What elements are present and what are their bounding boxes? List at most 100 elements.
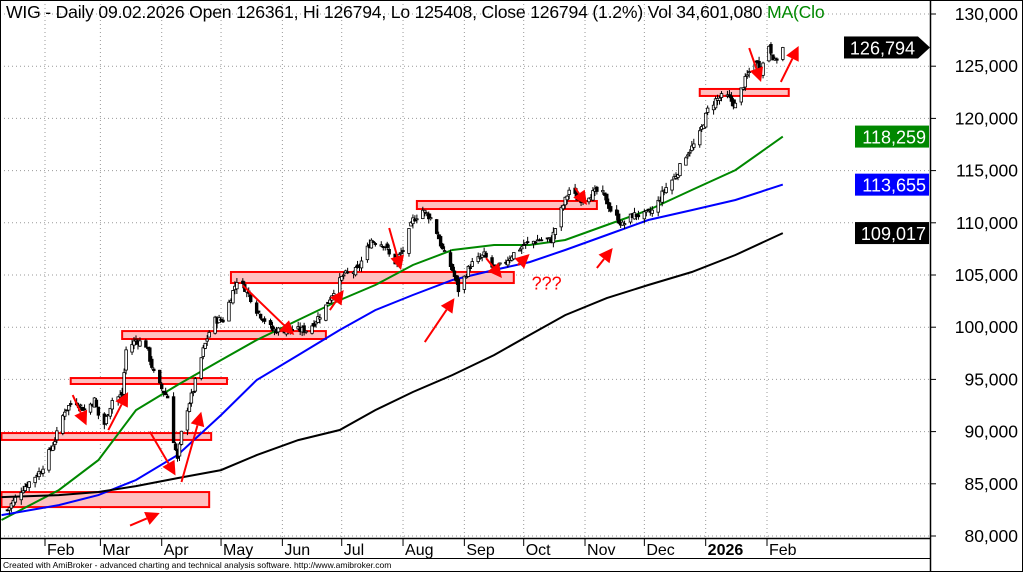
candles bbox=[5, 42, 785, 515]
candle bbox=[466, 266, 471, 277]
last-price-badge: 126,794 bbox=[850, 38, 915, 58]
candle bbox=[345, 271, 350, 274]
candle bbox=[110, 400, 114, 410]
candle bbox=[150, 358, 154, 368]
candle bbox=[328, 299, 332, 304]
candle bbox=[442, 250, 447, 252]
arrow-head bbox=[144, 512, 160, 525]
candle bbox=[144, 340, 148, 348]
candle bbox=[88, 403, 93, 413]
support-zone bbox=[415, 199, 598, 211]
quote-summary: WIG - Daily 09.02.2026 Open 126361, Hi 1… bbox=[6, 2, 763, 22]
candle bbox=[270, 325, 275, 331]
candle bbox=[427, 213, 431, 220]
arrow-head bbox=[74, 409, 88, 426]
candle bbox=[498, 262, 502, 265]
y-tick-label: 85,000 bbox=[964, 474, 1018, 494]
candle bbox=[595, 186, 599, 192]
candle bbox=[33, 476, 37, 483]
candle bbox=[104, 416, 109, 425]
candle bbox=[177, 443, 182, 457]
candle bbox=[235, 282, 239, 290]
support-zone bbox=[69, 377, 228, 385]
candle bbox=[231, 290, 235, 304]
candle bbox=[484, 252, 488, 258]
arrow-shaft bbox=[574, 187, 580, 195]
candle bbox=[456, 278, 461, 293]
y-tick-label: 105,000 bbox=[955, 265, 1019, 285]
candle bbox=[179, 430, 184, 445]
x-tick-label: Jun bbox=[284, 542, 310, 559]
candle bbox=[132, 340, 136, 346]
arrow-head bbox=[598, 247, 613, 264]
candle bbox=[171, 396, 176, 444]
candle bbox=[118, 394, 122, 398]
arrow-head bbox=[329, 290, 344, 306]
y-tick-label: 110,000 bbox=[956, 213, 1018, 233]
candle bbox=[203, 342, 207, 349]
candle bbox=[717, 97, 722, 101]
candle bbox=[7, 507, 12, 511]
ma-value-badge-bg bbox=[855, 125, 929, 148]
candle bbox=[605, 193, 609, 205]
candle bbox=[769, 44, 773, 54]
candle bbox=[161, 390, 166, 394]
candle bbox=[622, 223, 627, 226]
candle bbox=[302, 325, 306, 333]
candle bbox=[607, 202, 611, 209]
support-zone bbox=[121, 330, 327, 340]
candle bbox=[63, 411, 67, 417]
candle bbox=[387, 248, 391, 255]
candle bbox=[256, 310, 261, 313]
candle bbox=[642, 211, 647, 220]
price-axis[interactable]: 130,000 125,000 120,000 115,000 110,000 105,0… bbox=[930, 4, 1018, 546]
candle bbox=[369, 239, 374, 249]
x-tick-label: Jul bbox=[344, 542, 364, 559]
candle bbox=[636, 214, 641, 218]
candle bbox=[448, 252, 453, 267]
candle bbox=[705, 107, 710, 113]
candle bbox=[452, 270, 457, 277]
candle bbox=[165, 395, 170, 399]
candle bbox=[747, 71, 751, 74]
candle bbox=[316, 316, 320, 323]
time-axis[interactable]: Feb Mar Apr May Jun Jul Aug Sep Oct Nov Dec 2026 Feb bbox=[44, 538, 797, 559]
candle bbox=[310, 325, 314, 334]
candle bbox=[241, 280, 245, 284]
candle bbox=[684, 157, 688, 166]
x-tick-label: Sep bbox=[466, 542, 495, 559]
x-tick-label: May bbox=[223, 542, 253, 559]
candle bbox=[646, 208, 651, 211]
arrow-shaft bbox=[71, 394, 82, 414]
arrow-head bbox=[573, 189, 587, 206]
arrow-shaft bbox=[779, 58, 794, 83]
candle bbox=[373, 243, 378, 245]
x-tick-label: Oct bbox=[526, 542, 551, 559]
candle bbox=[478, 257, 482, 259]
candle bbox=[268, 320, 273, 326]
candle bbox=[729, 95, 734, 102]
arrow-shaft bbox=[107, 403, 123, 431]
candle bbox=[130, 344, 134, 353]
candle bbox=[523, 242, 528, 245]
candle bbox=[525, 241, 530, 244]
candle bbox=[262, 318, 267, 322]
chart-title: WIG - Daily 09.02.2026 Open 126361, Hi 1… bbox=[6, 2, 928, 23]
arrow-shaft bbox=[423, 309, 448, 343]
candle bbox=[703, 112, 708, 128]
ma-value-badge-bg bbox=[855, 173, 929, 196]
ma-value-badge: 113,655 bbox=[862, 176, 926, 196]
candle bbox=[55, 430, 59, 441]
candle bbox=[401, 250, 405, 252]
candle bbox=[719, 93, 724, 98]
annotation-arrows bbox=[71, 46, 799, 527]
candle bbox=[698, 130, 702, 146]
candle bbox=[221, 319, 225, 323]
candle bbox=[353, 267, 358, 276]
candle bbox=[733, 102, 738, 109]
candle bbox=[409, 222, 413, 227]
candle bbox=[429, 217, 433, 220]
candle bbox=[476, 256, 480, 262]
candle bbox=[122, 372, 126, 395]
